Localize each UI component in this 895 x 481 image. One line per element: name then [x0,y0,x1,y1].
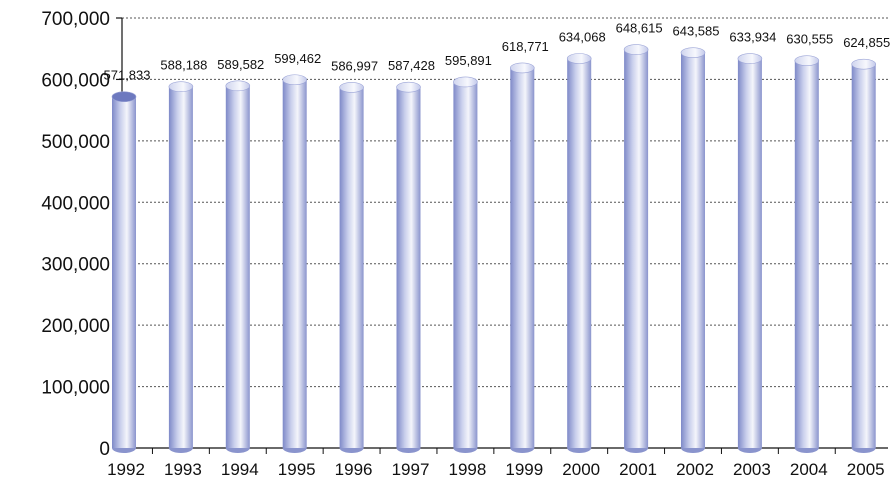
data-label: 634,068 [559,30,606,45]
data-label: 630,555 [786,32,833,47]
bar [680,47,706,453]
x-tick-label: 1999 [505,460,543,479]
bar [168,81,194,453]
x-tick-label: 2000 [562,460,600,479]
data-label: 595,891 [445,53,492,68]
y-tick-label: 300,000 [41,255,110,276]
x-tick-label: 1996 [335,460,373,479]
x-tick-label: 2004 [790,460,828,479]
bar [111,91,137,453]
y-tick-label: 500,000 [41,132,110,153]
y-tick-label: 200,000 [41,316,110,337]
x-tick-label: 1994 [221,460,259,479]
x-tick-label: 1995 [278,460,316,479]
bar [396,81,421,453]
data-label: 586,997 [331,58,378,73]
y-tick-label: 700,000 [41,9,110,30]
data-label: 624,855 [843,35,890,50]
bar [282,74,308,453]
data-label: 618,771 [502,39,549,54]
data-label: 571,833 [104,68,151,83]
bar [453,76,478,453]
x-tick-label: 2001 [619,460,657,479]
y-tick-label: 400,000 [41,193,110,214]
bar [566,53,592,453]
x-axis-tick-labels: 1992 1993 1994 1995 1996 1997 1998 1999 2000 2001… [107,460,885,479]
x-tick-label: 1997 [392,460,430,479]
data-label: 588,188 [160,58,207,73]
bar [225,80,251,453]
y-tick-label: 600,000 [41,70,110,91]
y-tick-label: 0 [99,439,110,460]
y-tick-label: 100,000 [41,378,110,399]
bar [851,58,877,453]
data-label: 587,428 [388,58,435,73]
x-tick-label: 2003 [733,460,771,479]
data-label: 648,615 [616,21,663,36]
bar [623,44,649,453]
data-labels: 571,833 588,188 589,582 599,462 586,997 587,4… [104,21,891,83]
x-tick-label: 1998 [448,460,486,479]
bar [339,82,364,453]
data-label: 589,582 [217,57,264,72]
x-tick-label: 2005 [847,460,885,479]
x-tick-label: 2002 [676,460,714,479]
data-label: 633,934 [729,30,776,45]
data-label: 643,585 [673,24,720,39]
bar [509,62,535,453]
data-label: 599,462 [274,51,321,66]
bars [111,44,877,453]
bar [794,55,820,453]
y-axis-tick-labels: 0 100,000 200,000 300,000 400,000 500,000 600,… [41,9,110,460]
bar [737,53,763,453]
x-tick-label: 1992 [107,460,145,479]
x-tick-label: 1993 [164,460,202,479]
